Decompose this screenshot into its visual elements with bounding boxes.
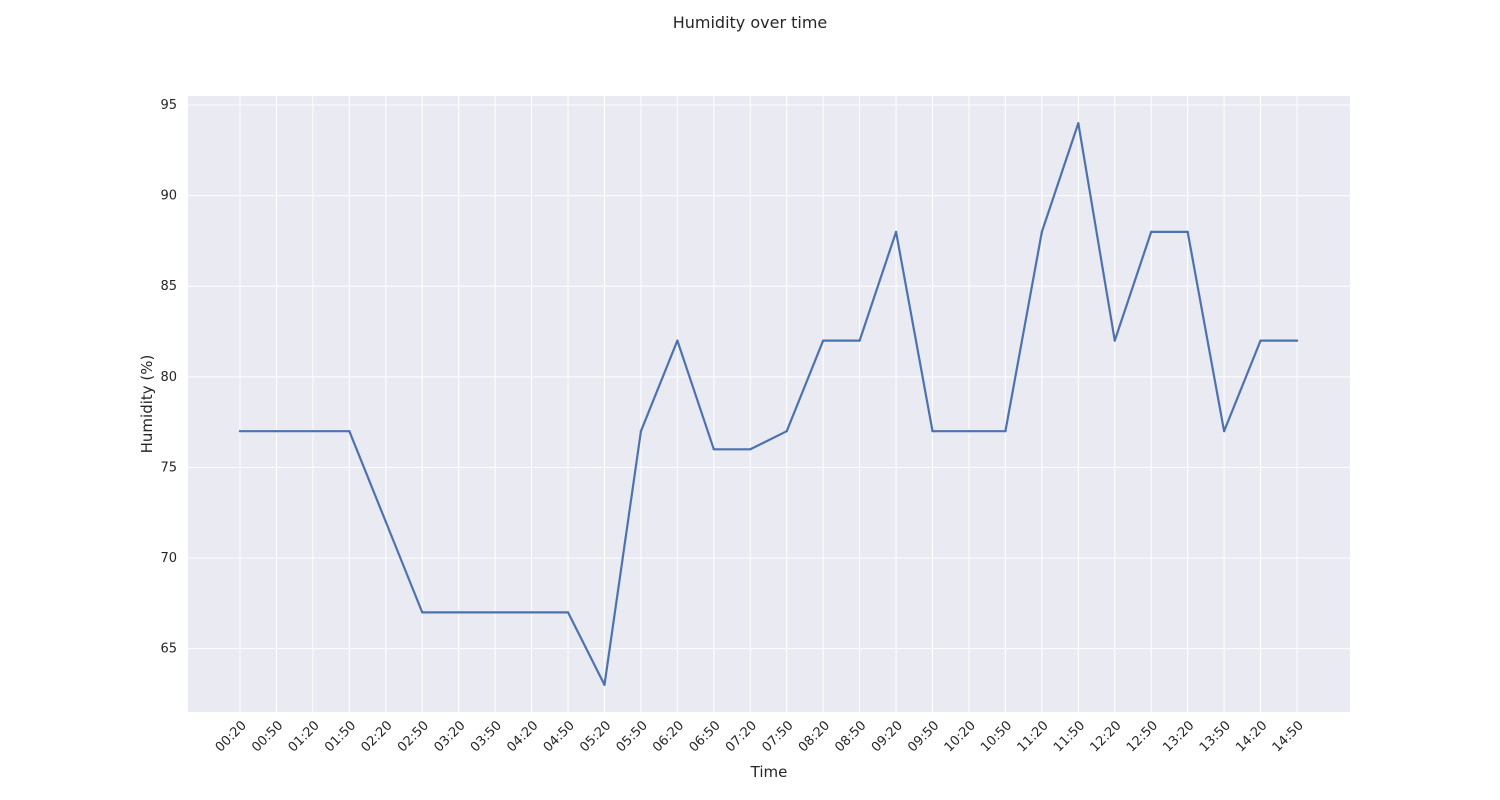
series-layer: [238, 122, 1299, 686]
x-tick-label: 08:50: [832, 718, 869, 755]
data-point: [1259, 339, 1262, 342]
y-tick-label: 95: [160, 98, 177, 113]
data-point: [457, 611, 460, 614]
x-tick-label: 03:20: [431, 718, 468, 755]
data-point: [1186, 230, 1189, 233]
y-tick-label: 85: [160, 279, 177, 294]
data-point: [421, 611, 424, 614]
x-tick-label: 04:50: [541, 718, 578, 755]
y-tick-label: 80: [160, 370, 177, 385]
data-point: [1150, 230, 1153, 233]
data-point: [494, 611, 497, 614]
data-point: [384, 520, 387, 523]
x-tick-label: 01:20: [286, 718, 323, 755]
x-tick-label: 00:50: [249, 718, 286, 755]
x-tick-label: 09:50: [905, 718, 942, 755]
x-tick-label: 10:50: [978, 718, 1015, 755]
x-tick-label: 05:50: [614, 718, 651, 755]
y-tick-label: 65: [160, 642, 177, 657]
x-tick-label: 08:20: [796, 718, 833, 755]
x-tick-label: 04:20: [504, 718, 541, 755]
x-tick-label: 11:20: [1015, 718, 1052, 755]
data-point: [238, 430, 242, 433]
y-axis-label: Humidity (%): [138, 355, 156, 454]
y-tick-label: 70: [160, 551, 177, 566]
grid-lines: [188, 96, 1350, 712]
data-point: [676, 339, 679, 342]
x-tick-label: 11:50: [1051, 718, 1088, 755]
data-point: [603, 683, 606, 686]
x-tick-label: 12:20: [1087, 718, 1124, 755]
x-tick-label: 13:20: [1160, 718, 1197, 755]
x-tick-label: 13:50: [1197, 718, 1234, 755]
data-point: [712, 448, 715, 451]
data-point: [1295, 339, 1299, 342]
x-tick-label: 05:20: [577, 718, 614, 755]
data-point: [275, 430, 278, 433]
x-tick-label: 02:50: [395, 718, 432, 755]
x-tick-label: 02:20: [359, 718, 396, 755]
x-tick-label: 01:50: [322, 718, 359, 755]
data-point: [530, 611, 533, 614]
data-point: [967, 430, 971, 433]
data-point: [822, 339, 825, 342]
data-point: [1004, 430, 1007, 433]
humidity-series-line: [238, 122, 1299, 686]
chart-title: Humidity over time: [672, 13, 828, 32]
data-point: [1113, 339, 1116, 342]
x-tick-label: 09:20: [869, 718, 906, 755]
x-tick-label: 03:50: [468, 718, 505, 755]
x-tick-label: 14:50: [1270, 718, 1307, 755]
y-tick-label: 75: [160, 460, 177, 475]
x-tick-label: 14:20: [1233, 718, 1270, 755]
x-tick-label: 10:20: [942, 718, 979, 755]
x-tick-label: 00:20: [213, 718, 250, 755]
x-tick-label: 06:20: [650, 718, 687, 755]
x-tick-label: 07:50: [759, 718, 796, 755]
plot-area: [188, 96, 1350, 712]
data-point: [311, 430, 314, 433]
data-point: [749, 448, 752, 451]
x-tick-label: 07:20: [723, 718, 760, 755]
data-point: [858, 339, 861, 342]
data-point: [1040, 230, 1043, 233]
data-point: [785, 430, 788, 433]
y-tick-label: 90: [160, 189, 177, 204]
data-point: [894, 230, 898, 233]
data-point: [348, 430, 351, 433]
data-point: [1223, 430, 1226, 433]
x-tick-label: 12:50: [1124, 718, 1161, 755]
data-point: [566, 611, 570, 614]
data-point: [639, 430, 643, 433]
y-axis-ticks: 65 70 75 80 85 90 95: [160, 98, 177, 657]
x-axis-ticks: 00:20 00:50 01:20 01:50 02:20 02:50 03:20 03:50…: [213, 718, 1307, 755]
data-point: [1077, 122, 1080, 125]
data-point: [931, 430, 934, 433]
x-axis-label: Time: [750, 763, 788, 781]
x-tick-label: 06:50: [687, 718, 724, 755]
